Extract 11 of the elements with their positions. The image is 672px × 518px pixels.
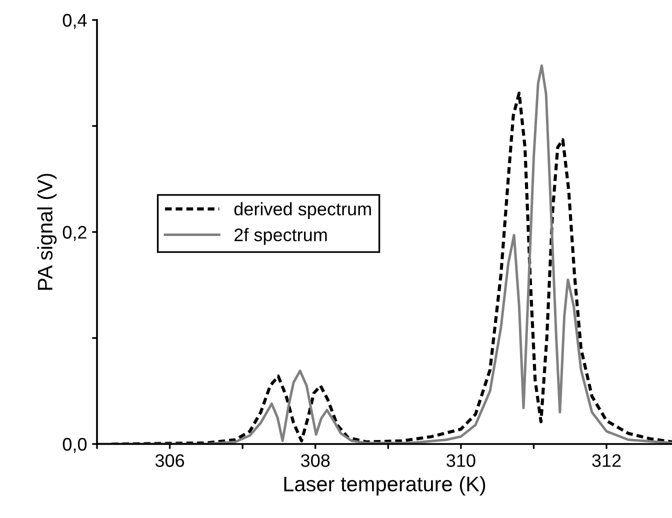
- legend-label: derived spectrum: [234, 202, 371, 220]
- x-tick-label: 308: [300, 454, 330, 467]
- x-tick-label: 310: [446, 454, 476, 467]
- y-tick-label: 0,2: [62, 226, 86, 241]
- y-tick-label: 0,0: [62, 438, 87, 453]
- x-tick-label: 312: [592, 454, 621, 467]
- x-tick-label: 306: [155, 454, 184, 467]
- legend-label: 2f spectrum: [234, 228, 327, 245]
- x-axis-title: Laser temperature (K): [284, 476, 486, 496]
- y-tick-label: 0,4: [62, 14, 87, 29]
- y-axis-title: PA signal (V): [37, 174, 57, 290]
